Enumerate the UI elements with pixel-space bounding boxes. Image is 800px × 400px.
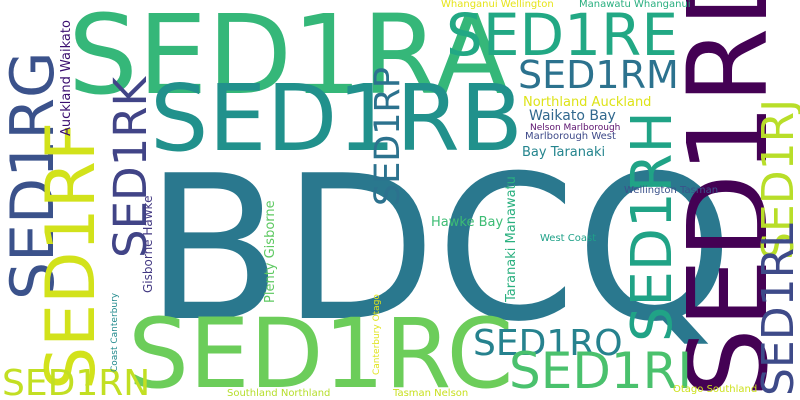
word-marlborough-west: Marlborough West bbox=[525, 131, 616, 142]
word-sed1re: SED1RE bbox=[446, 1, 678, 69]
word-sed1rl: SED1RL bbox=[753, 223, 800, 396]
word-bay-taranaki: Bay Taranaki bbox=[522, 145, 606, 160]
word-sed1rc: SED1RC bbox=[128, 298, 514, 400]
word-canterbury-otago: Canterbury Otago bbox=[372, 294, 382, 375]
word-sed1rh: SED1RH bbox=[620, 111, 685, 342]
word-west-coast: West Coast bbox=[540, 233, 597, 244]
word-sed1rn: SED1RN bbox=[2, 363, 151, 400]
word-sed1rf: SED1RF bbox=[32, 121, 111, 390]
word-tasman-nelson: Tasman Nelson bbox=[393, 388, 469, 399]
word-sed1rb: SED1RB bbox=[150, 65, 523, 172]
word-plenty-gisborne: Plenty Gisborne bbox=[263, 200, 278, 303]
word-southland-northland: Southland Northland bbox=[227, 388, 331, 399]
word-sed1ri: SED1RI bbox=[509, 342, 693, 400]
word-sed1rp: SED1RP bbox=[368, 67, 408, 206]
word-gisborne-hawke: Gisborne Hawke bbox=[141, 195, 155, 293]
word-wellington-tasman: Wellington Tasman bbox=[624, 185, 719, 196]
word-bdcq: BDCQ bbox=[145, 133, 734, 366]
word-hawke-bay: Hawke Bay bbox=[431, 215, 504, 230]
word-whanganui-wellington: Whanganui Wellington bbox=[441, 0, 554, 10]
word-auckland-waikato: Auckland Waikato bbox=[59, 20, 74, 136]
word-sed1ra: SED1RA bbox=[68, 0, 510, 119]
word-northland-auckland: Northland Auckland bbox=[523, 95, 652, 110]
word-otago-southland: Otago Southland bbox=[673, 384, 758, 395]
word-sed1rm: SED1RM bbox=[518, 53, 679, 97]
word-nelson-marlborough: Nelson Marlborough bbox=[530, 123, 621, 133]
word-waikato-bay: Waikato Bay bbox=[529, 108, 616, 124]
word-sed1ro: SED1RO bbox=[473, 323, 623, 364]
word-taranaki-manawatu: Taranaki Manawatu bbox=[504, 176, 519, 302]
word-coast-canterbury: Coast Canterbury bbox=[110, 292, 120, 372]
word-manawatu-whanganui: Manawatu Whanganui bbox=[579, 0, 691, 10]
